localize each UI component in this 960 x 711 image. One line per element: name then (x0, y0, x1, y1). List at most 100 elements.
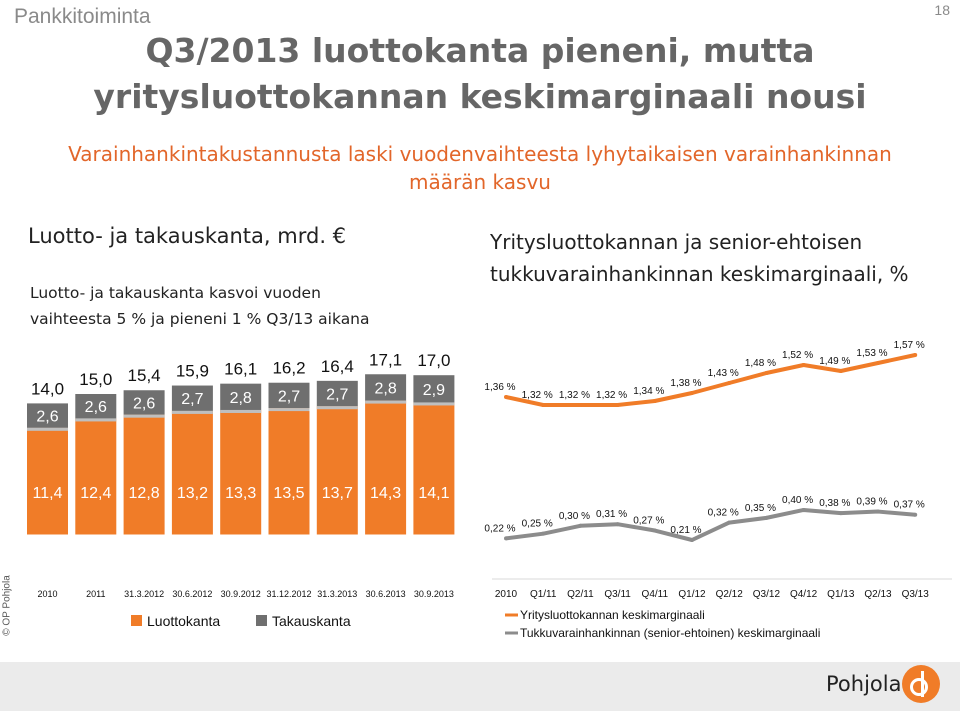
bar-takauskanta (123, 390, 165, 415)
legend-label-takauskanta: Takauskanta (272, 613, 351, 629)
bar-label-takauskanta: 2,8 (230, 390, 252, 407)
x-tick-label: Q1/11 (530, 589, 557, 600)
bar-total-label: 16,2 (272, 359, 305, 378)
bar-label-takauskanta: 2,6 (85, 399, 107, 416)
bar-takauskanta (75, 394, 117, 419)
right-chart-heading: Yritysluottokannan ja senior-ehtoisen tu… (490, 226, 909, 290)
bar-luottokanta (27, 427, 68, 535)
bar-takauskanta (316, 380, 358, 407)
section-label: Pankkitoiminta (14, 5, 151, 28)
x-tick-label: Q3/11 (604, 589, 631, 600)
data-label: 1,38 % (670, 378, 701, 389)
data-label: 1,32 % (522, 390, 553, 401)
data-label: 1,52 % (782, 350, 813, 361)
bar-label-takauskanta: 2,7 (278, 388, 300, 405)
bar-total-label: 17,1 (369, 350, 402, 369)
x-tick-label: 30.6.2013 (366, 589, 406, 599)
data-point (876, 361, 880, 365)
data-point (913, 512, 918, 517)
data-point (541, 531, 546, 536)
bar-total-label: 17,0 (417, 351, 450, 370)
data-label: 0,27 % (633, 516, 664, 527)
x-tick-label: Q1/13 (827, 589, 855, 600)
x-tick-label: 30.9.2012 (221, 589, 261, 599)
x-tick-label: 2010 (495, 589, 518, 600)
bar-separator (123, 414, 165, 418)
data-label: 0,30 % (559, 511, 590, 522)
data-point (838, 511, 843, 516)
x-tick-label: 30.6.2012 (172, 589, 212, 599)
bar-luottokanta (268, 408, 310, 535)
bar-takauskanta (365, 374, 407, 401)
x-tick-label: Q2/12 (716, 589, 744, 600)
data-point (504, 536, 508, 541)
legend-swatch-takauskanta (256, 615, 267, 626)
data-label: 1,57 % (894, 340, 925, 351)
legend-label-luottokanta: Luottokanta (147, 613, 220, 629)
data-point (876, 509, 880, 514)
slide-subtitle-line-2: määrän kasvu (409, 170, 551, 194)
op-logo-icon (902, 665, 940, 703)
bar-separator (268, 408, 310, 412)
bar-separator (316, 406, 358, 410)
margin-line-chart: 1,36 % 1,32 % 1,32 % 1,32 % 1,34 % 1,38 % 1,43… (484, 340, 952, 640)
x-tick-label: 2011 (86, 589, 105, 599)
x-tick-label: 31.12.2012 (266, 589, 311, 599)
legend-label-yritysluotto: Yritysluottokannan keskimarginaali (520, 608, 705, 622)
bar-label-takauskanta: 2,7 (326, 387, 348, 404)
data-label: 1,32 % (596, 390, 627, 401)
data-label: 1,48 % (745, 358, 776, 369)
data-point (541, 403, 546, 407)
bar-takauskanta (27, 403, 68, 428)
data-label: 1,34 % (633, 386, 664, 397)
bar-luottokanta (171, 410, 213, 535)
bar-total-label: 16,1 (224, 360, 257, 379)
slide-title: Q3/2013 luottokanta pieneni, mutta yrity… (0, 28, 960, 120)
data-label: 0,31 % (596, 509, 627, 520)
data-label: 0,35 % (745, 503, 776, 514)
data-label: 0,21 % (670, 525, 701, 536)
bar-label-takauskanta: 2,7 (181, 391, 203, 408)
data-point (578, 523, 583, 528)
bar-separator (27, 427, 68, 431)
left-chart-note: Luotto- ja takauskanta kasvoi vuoden vai… (30, 280, 370, 332)
data-label: 0,37 % (894, 500, 925, 511)
data-point (801, 363, 806, 367)
x-tick-label: Q2/11 (567, 589, 594, 600)
bar-label-luottokanta: 12,4 (80, 485, 111, 502)
bar-takauskanta (268, 382, 310, 409)
left-chart-note-line-2: vaihteesta 5 % ja pieneni 1 % Q3/13 aika… (30, 310, 370, 328)
x-tick-label: Q4/11 (642, 589, 669, 600)
x-tick-label: 31.3.2012 (124, 589, 164, 599)
bar-luottokanta (220, 409, 262, 535)
data-point (801, 507, 806, 512)
x-tick-label: 31.3.2013 (317, 589, 357, 599)
slide-subtitle-line-1: Varainhankintakustannusta laski vuodenva… (68, 142, 892, 166)
line-tukkuvarainhankinta (505, 507, 916, 542)
right-chart-heading-line-1: Yritysluottokannan ja senior-ehtoisen (490, 230, 863, 254)
bar-separator (171, 410, 213, 414)
bar-takauskanta (171, 385, 213, 411)
x-tick-label: Q1/12 (678, 589, 706, 600)
data-label: 1,53 % (856, 348, 887, 359)
bar-separator (365, 400, 407, 404)
data-point (615, 403, 620, 407)
loan-guarantee-bar-chart: 11,4 2,6 14,0 2010 12,4 2,6 15,0 2011 12,8 2,6 15,… (20, 350, 470, 629)
bar-total-label: 15,0 (79, 370, 112, 389)
x-tick-label: Q4/12 (790, 589, 818, 600)
left-chart-note-line-1: Luotto- ja takauskanta kasvoi vuoden (30, 284, 321, 302)
brand-name: Pohjola (826, 672, 902, 696)
data-point (504, 395, 508, 399)
bar-takauskanta (220, 383, 262, 410)
data-label: 0,38 % (819, 498, 850, 509)
page-number: 18 (934, 2, 950, 18)
footer-band (0, 662, 960, 711)
bar-takauskanta (413, 375, 455, 403)
bar-label-luottokanta: 13,3 (225, 485, 256, 502)
data-point (652, 399, 657, 403)
left-chart-heading: Luotto- ja takauskanta, mrd. € (28, 224, 347, 248)
x-tick-label: Q3/12 (753, 589, 781, 600)
legend-swatch-luottokanta (131, 615, 142, 626)
bar-separator (413, 402, 455, 406)
data-point (652, 528, 657, 533)
